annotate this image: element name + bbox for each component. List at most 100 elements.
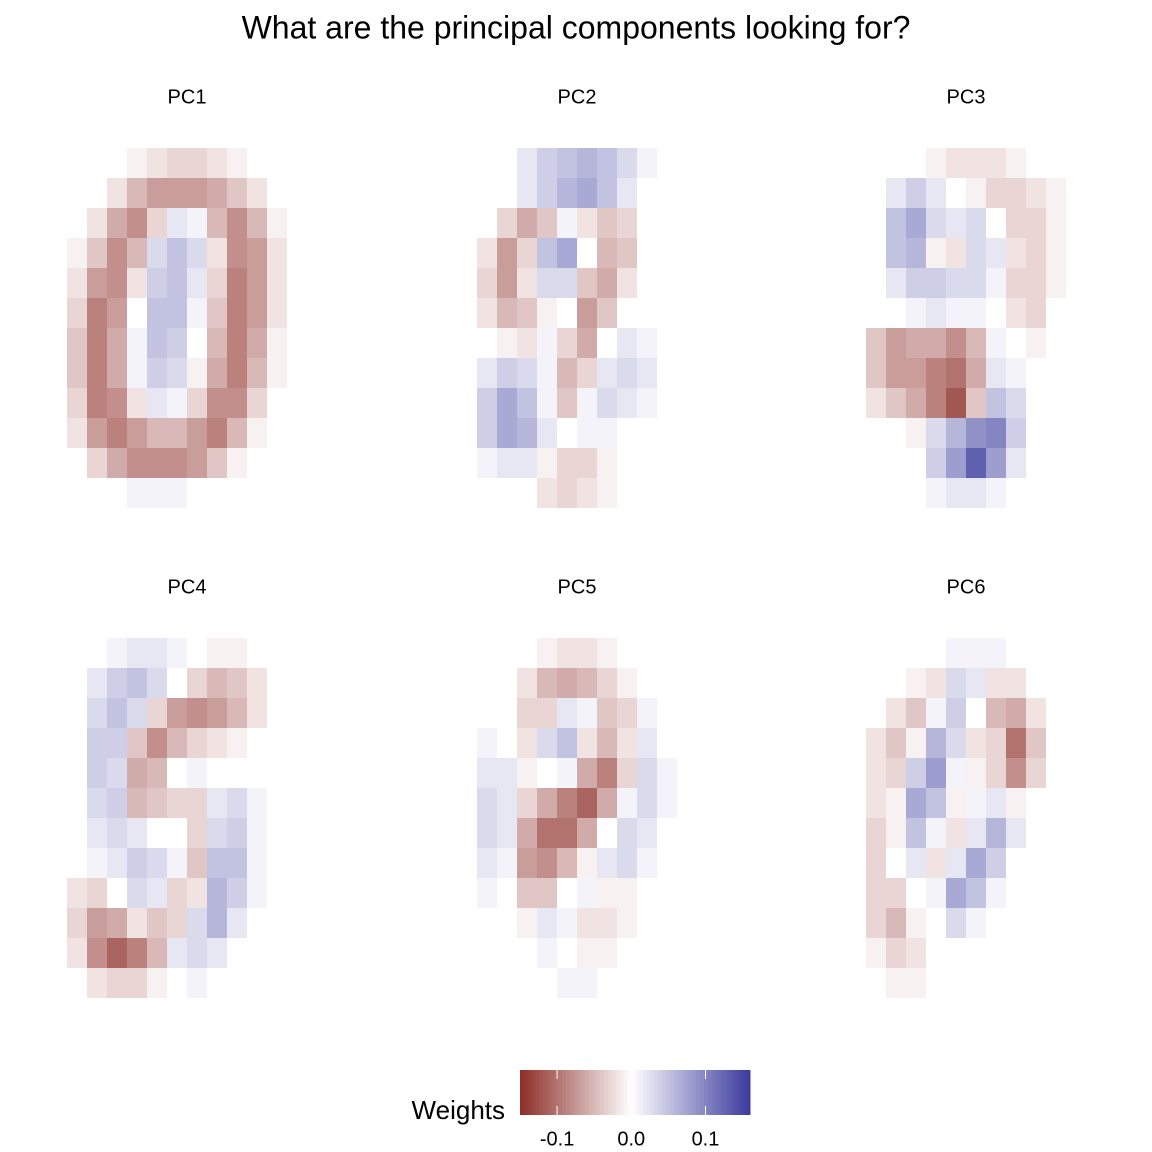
heat-cell <box>497 118 518 149</box>
heat-cell <box>926 418 947 449</box>
heat-cell <box>826 148 847 179</box>
heat-cell <box>437 938 458 969</box>
heat-cell <box>67 668 88 699</box>
heat-cell <box>167 238 188 269</box>
heat-cell <box>497 968 518 999</box>
heat-cell <box>557 508 578 539</box>
heat-cell <box>127 938 148 969</box>
heat-cell <box>826 938 847 969</box>
heat-cell <box>886 968 907 999</box>
heat-cell <box>577 508 598 539</box>
heat-cell <box>227 388 248 419</box>
heat-cell <box>187 698 208 729</box>
heat-cell <box>1006 938 1027 969</box>
heat-cell <box>227 848 248 879</box>
heat-cell <box>906 328 927 359</box>
heat-cell <box>517 178 538 209</box>
heat-cell <box>1026 998 1047 1029</box>
heat-cell <box>147 358 168 389</box>
heat-cell <box>966 698 987 729</box>
heat-cell <box>1026 908 1047 939</box>
heat-cell <box>966 478 987 509</box>
colorbar-slice <box>727 1070 732 1115</box>
heat-cell <box>537 758 558 789</box>
heat-cell <box>1046 728 1067 759</box>
heat-cell <box>247 788 268 819</box>
heat-cell <box>67 118 88 149</box>
colorbar-slice <box>592 1070 598 1115</box>
colorbar-slice <box>539 1070 544 1115</box>
heat-cell <box>617 298 638 329</box>
heat-cell <box>906 268 927 299</box>
heat-cell <box>457 818 478 849</box>
heat-cell <box>886 608 907 639</box>
heat-cell <box>1046 938 1067 969</box>
heat-cell <box>1046 668 1067 699</box>
heat-cell <box>1026 358 1047 389</box>
heat-cell <box>866 938 887 969</box>
heat-cell <box>826 418 847 449</box>
heat-cell <box>617 638 638 669</box>
heat-cell <box>657 178 678 209</box>
heat-cell <box>247 448 268 479</box>
heat-cell <box>1066 388 1087 419</box>
heat-cell <box>637 388 658 419</box>
heat-cell <box>67 478 88 509</box>
heat-cell <box>127 848 148 879</box>
heat-cell <box>846 478 867 509</box>
heat-cell <box>826 968 847 999</box>
heat-cell <box>307 268 328 299</box>
chart-title: What are the principal components lookin… <box>242 9 911 45</box>
heat-cell <box>946 208 967 239</box>
heat-cell <box>637 698 658 729</box>
heat-cell <box>1026 938 1047 969</box>
heat-cell <box>127 608 148 639</box>
heat-cell <box>187 238 208 269</box>
heat-cell <box>986 388 1007 419</box>
heat-cell <box>946 418 967 449</box>
heat-cell <box>926 208 947 239</box>
heat-cell <box>47 998 68 1029</box>
heat-cell <box>477 178 498 209</box>
heat-cell <box>537 908 558 939</box>
heat-cell <box>657 448 678 479</box>
heat-cell <box>207 878 228 909</box>
heat-cell <box>906 448 927 479</box>
heat-cell <box>207 238 228 269</box>
heat-cell <box>227 358 248 389</box>
heat-cell <box>1046 418 1067 449</box>
heat-cell <box>127 178 148 209</box>
heat-cell <box>47 818 68 849</box>
heat-cell <box>1026 788 1047 819</box>
heat-cell <box>1026 758 1047 789</box>
heat-cell <box>557 238 578 269</box>
heat-cell <box>677 788 698 819</box>
heat-cell <box>517 268 538 299</box>
colorbar-slice <box>523 1070 529 1115</box>
heat-cell <box>227 238 248 269</box>
heat-cell <box>267 238 288 269</box>
heat-cell <box>247 968 268 999</box>
heat-cell <box>637 938 658 969</box>
colorbar-tick-label: 0.1 <box>692 1128 720 1150</box>
heat-cell <box>597 448 618 479</box>
heat-cell <box>1026 478 1047 509</box>
heat-cell <box>147 728 168 759</box>
heat-cell <box>437 608 458 639</box>
heat-cell <box>247 478 268 509</box>
heat-cell <box>1086 118 1107 149</box>
heat-cell <box>287 788 308 819</box>
heat-cell <box>617 328 638 359</box>
heat-cell <box>307 298 328 329</box>
heat-cell <box>697 788 718 819</box>
heat-cell <box>826 358 847 389</box>
heat-cell <box>207 608 228 639</box>
heat-cell <box>577 728 598 759</box>
colorbar-tick-label: 0.0 <box>617 1128 645 1150</box>
heat-cell <box>966 998 987 1029</box>
heat-cell <box>1066 208 1087 239</box>
heat-cell <box>537 508 558 539</box>
heat-cell <box>677 508 698 539</box>
heat-cell <box>846 418 867 449</box>
heat-cell <box>577 298 598 329</box>
